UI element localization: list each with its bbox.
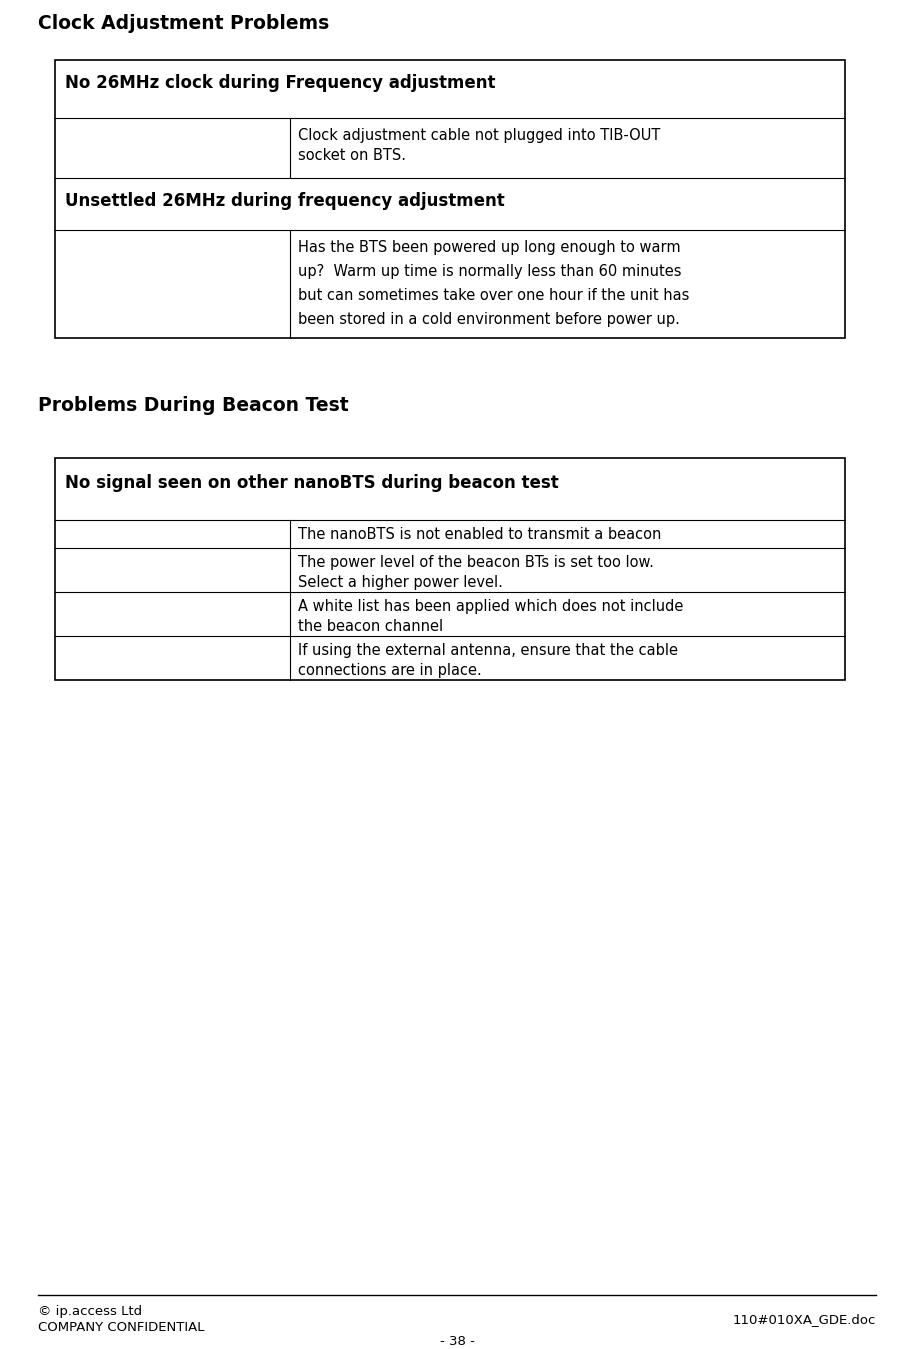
Text: Problems During Beacon Test: Problems During Beacon Test — [38, 397, 348, 415]
Text: If using the external antenna, ensure that the cable: If using the external antenna, ensure th… — [298, 643, 678, 658]
Text: Select a higher power level.: Select a higher power level. — [298, 575, 503, 590]
Text: up?  Warm up time is normally less than 60 minutes: up? Warm up time is normally less than 6… — [298, 264, 682, 279]
Text: 110#010XA_GDE.doc: 110#010XA_GDE.doc — [733, 1313, 876, 1326]
Text: Clock Adjustment Problems: Clock Adjustment Problems — [38, 13, 329, 32]
Text: the beacon channel: the beacon channel — [298, 619, 443, 634]
Text: Has the BTS been powered up long enough to warm: Has the BTS been powered up long enough … — [298, 240, 681, 255]
Text: © ip.access Ltd: © ip.access Ltd — [38, 1304, 142, 1318]
Bar — [55, 59, 845, 339]
Text: A white list has been applied which does not include: A white list has been applied which does… — [298, 599, 684, 614]
Bar — [55, 459, 845, 680]
Text: connections are in place.: connections are in place. — [298, 662, 482, 679]
Text: Clock adjustment cable not plugged into TIB-OUT: Clock adjustment cable not plugged into … — [298, 128, 661, 143]
Text: No signal seen on other nanoBTS during beacon test: No signal seen on other nanoBTS during b… — [65, 473, 558, 492]
Text: been stored in a cold environment before power up.: been stored in a cold environment before… — [298, 312, 680, 326]
Text: The nanoBTS is not enabled to transmit a beacon: The nanoBTS is not enabled to transmit a… — [298, 527, 662, 542]
Text: but can sometimes take over one hour if the unit has: but can sometimes take over one hour if … — [298, 287, 689, 304]
Text: The power level of the beacon BTs is set too low.: The power level of the beacon BTs is set… — [298, 554, 654, 571]
Text: socket on BTS.: socket on BTS. — [298, 148, 406, 163]
Text: No 26MHz clock during Frequency adjustment: No 26MHz clock during Frequency adjustme… — [65, 74, 495, 92]
Text: COMPANY CONFIDENTIAL: COMPANY CONFIDENTIAL — [38, 1321, 205, 1334]
Text: Unsettled 26MHz during frequency adjustment: Unsettled 26MHz during frequency adjustm… — [65, 192, 505, 210]
Text: - 38 -: - 38 - — [440, 1336, 474, 1348]
